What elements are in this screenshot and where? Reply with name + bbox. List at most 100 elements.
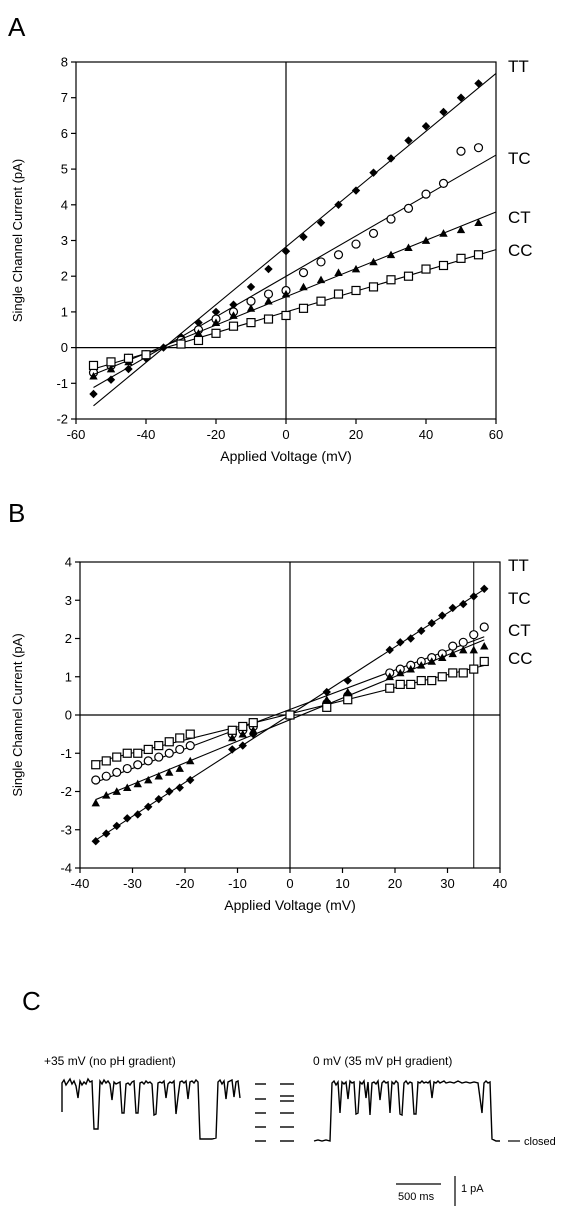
trace-panel: +35 mV (no pH gradient) 0 mV (35 mV pH g…: [44, 1054, 556, 1206]
data-point-tc: [143, 756, 153, 766]
chart-b: Single Channel Current (pA) Applied Volt…: [10, 555, 533, 914]
data-point-cc: [248, 718, 258, 728]
data-point-cc: [211, 328, 221, 338]
data-point-ct: [249, 726, 258, 734]
y-axis-label: Single Channel Current (pA): [10, 159, 25, 322]
data-point-tt: [175, 783, 184, 792]
data-point-ct: [385, 672, 394, 681]
trace-right: [313, 1078, 500, 1142]
data-point-tc: [246, 296, 256, 306]
data-point-tt: [386, 154, 396, 163]
data-point-ct: [133, 779, 142, 788]
data-point-cc: [246, 318, 256, 328]
data-point-ct: [246, 304, 256, 312]
panel-label-b: B: [8, 498, 25, 528]
data-point-tc: [164, 748, 174, 758]
y-tick-label: 3: [61, 233, 68, 248]
x-tick-label: -40: [71, 876, 90, 891]
x-tick-label: -30: [123, 876, 142, 891]
y-tick-label: -1: [56, 376, 68, 391]
data-point-tc: [473, 143, 484, 153]
y-tick-label: 2: [61, 269, 68, 284]
data-point-cc: [437, 672, 447, 682]
data-point-ct: [211, 318, 221, 326]
data-point-tt: [281, 247, 291, 256]
data-point-tt: [480, 584, 489, 593]
data-point-cc: [133, 748, 143, 758]
data-point-tt: [154, 794, 163, 804]
closed-label: closed: [524, 1136, 556, 1148]
data-point-tt: [316, 218, 326, 227]
data-point-tc: [101, 771, 111, 781]
data-point-ct: [396, 668, 405, 677]
data-point-tt: [404, 136, 413, 145]
data-point-ct: [264, 296, 273, 305]
x-tick-label: 30: [440, 876, 454, 891]
x-tick-label: -10: [228, 876, 247, 891]
data-point-cc: [176, 339, 186, 349]
data-point-ct: [351, 264, 361, 273]
data-point-tt: [459, 599, 468, 609]
data-point-ct: [106, 364, 116, 373]
y-tick-label: 6: [61, 126, 68, 141]
data-point-ct: [343, 687, 352, 696]
data-point-tt: [246, 282, 256, 292]
data-point-tt: [421, 122, 431, 131]
data-point-cc: [88, 360, 99, 371]
y-tick-label: 4: [65, 555, 72, 570]
data-point-tc: [154, 752, 164, 762]
data-point-tt: [369, 168, 378, 177]
data-point-cc: [469, 664, 479, 674]
trace-label-left: +35 mV (no pH gradient): [44, 1054, 176, 1068]
data-point-tt: [322, 687, 331, 697]
data-point-ct: [474, 218, 483, 227]
data-point-tc: [122, 763, 132, 774]
data-point-cc: [141, 350, 151, 360]
data-point-tt: [144, 802, 153, 811]
data-point-cc: [406, 679, 416, 690]
data-point-tt: [439, 107, 448, 117]
data-point-cc: [106, 357, 116, 367]
data-point-tc: [469, 630, 479, 640]
series-label-tt: TT: [508, 556, 529, 575]
x-tick-label: 40: [493, 876, 507, 891]
data-point-cc: [285, 710, 295, 720]
data-point-tt: [123, 814, 132, 823]
data-point-ct: [281, 289, 291, 298]
data-point-cc: [228, 321, 239, 331]
data-point-ct: [102, 791, 111, 799]
data-point-tc: [333, 250, 344, 260]
fit-line-tc: [93, 154, 497, 388]
data-point-tc: [403, 203, 414, 213]
y-tick-label: 5: [61, 162, 68, 177]
data-point-tt: [91, 837, 100, 846]
data-point-tc: [479, 622, 489, 632]
data-point-cc: [316, 296, 326, 306]
data-point-ct: [194, 329, 203, 337]
data-point-tc: [386, 214, 396, 224]
x-tick-label: 60: [489, 427, 503, 442]
data-point-tt: [194, 318, 203, 327]
data-point-tt: [396, 638, 405, 647]
y-tick-label: 7: [61, 90, 68, 105]
x-tick-label: 40: [419, 427, 433, 442]
series-label-ct: CT: [508, 621, 531, 640]
data-point-tt: [228, 745, 237, 754]
data-point-ct: [228, 733, 237, 742]
x-tick-label: 0: [286, 876, 293, 891]
fit-line-ct: [93, 211, 497, 375]
x-tick-label: 20: [349, 427, 363, 442]
data-point-tt: [112, 821, 121, 831]
data-point-tt: [385, 645, 394, 655]
data-point-cc: [427, 675, 437, 686]
data-point-tt: [299, 232, 308, 242]
data-point-tc: [351, 239, 361, 249]
data-point-tt: [211, 307, 221, 317]
series-label-tt: TT: [508, 57, 529, 76]
series-label-ct: CT: [508, 208, 531, 227]
data-point-cc: [227, 725, 237, 735]
data-point-cc: [322, 702, 332, 712]
x-tick-label: -40: [137, 427, 156, 442]
data-point-cc: [448, 668, 458, 678]
